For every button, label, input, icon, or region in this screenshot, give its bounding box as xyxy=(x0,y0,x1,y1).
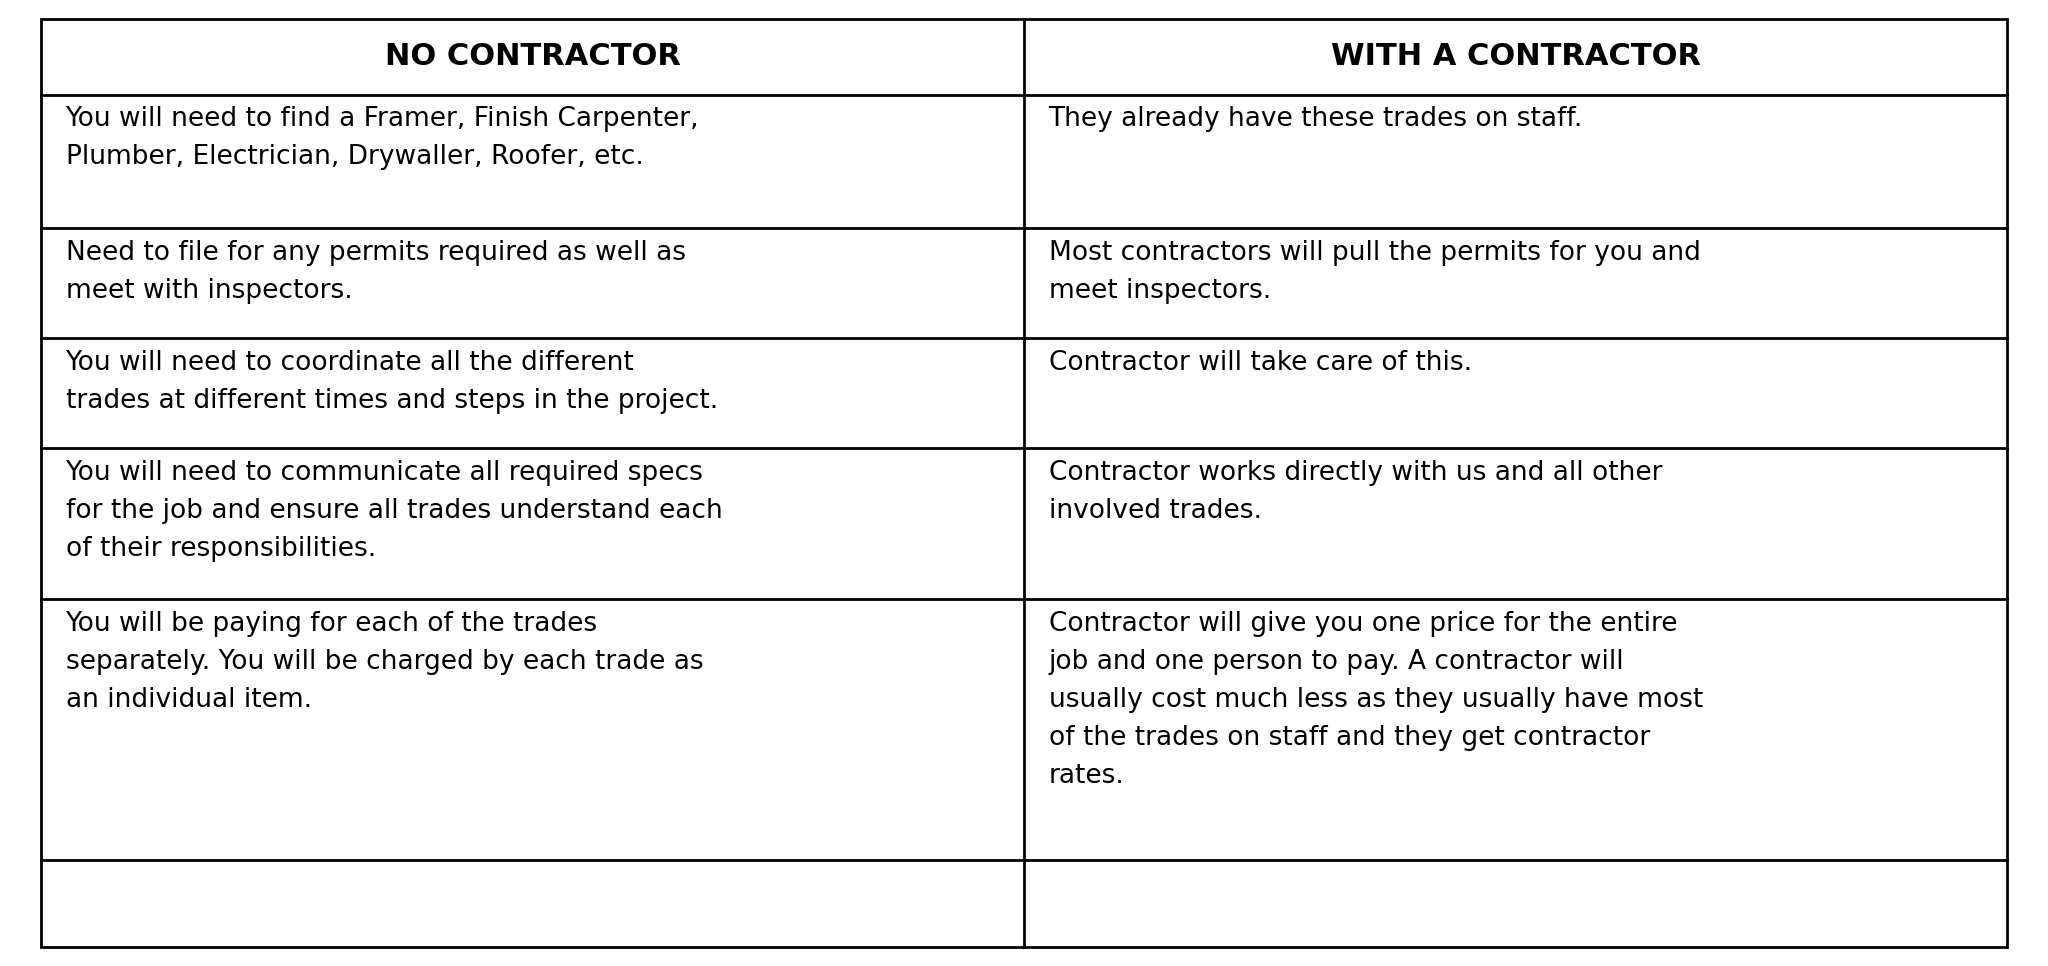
Text: WITH A CONTRACTOR: WITH A CONTRACTOR xyxy=(1331,43,1700,71)
Text: You will need to coordinate all the different
trades at different times and step: You will need to coordinate all the diff… xyxy=(66,350,717,413)
Text: Most contractors will pull the permits for you and
meet inspectors.: Most contractors will pull the permits f… xyxy=(1049,240,1700,303)
Text: NO CONTRACTOR: NO CONTRACTOR xyxy=(385,43,680,71)
Text: You will be paying for each of the trades
separately. You will be charged by eac: You will be paying for each of the trade… xyxy=(66,611,702,713)
Text: You will need to communicate all required specs
for the job and ensure all trade: You will need to communicate all require… xyxy=(66,460,723,562)
Text: You will need to find a Framer, Finish Carpenter,
Plumber, Electrician, Drywalle: You will need to find a Framer, Finish C… xyxy=(66,106,698,170)
Text: Contractor will give you one price for the entire
job and one person to pay. A c: Contractor will give you one price for t… xyxy=(1049,611,1702,788)
Text: Contractor works directly with us and all other
involved trades.: Contractor works directly with us and al… xyxy=(1049,460,1663,524)
Text: They already have these trades on staff.: They already have these trades on staff. xyxy=(1049,106,1583,132)
Text: Contractor will take care of this.: Contractor will take care of this. xyxy=(1049,350,1473,376)
Text: Need to file for any permits required as well as
meet with inspectors.: Need to file for any permits required as… xyxy=(66,240,686,303)
